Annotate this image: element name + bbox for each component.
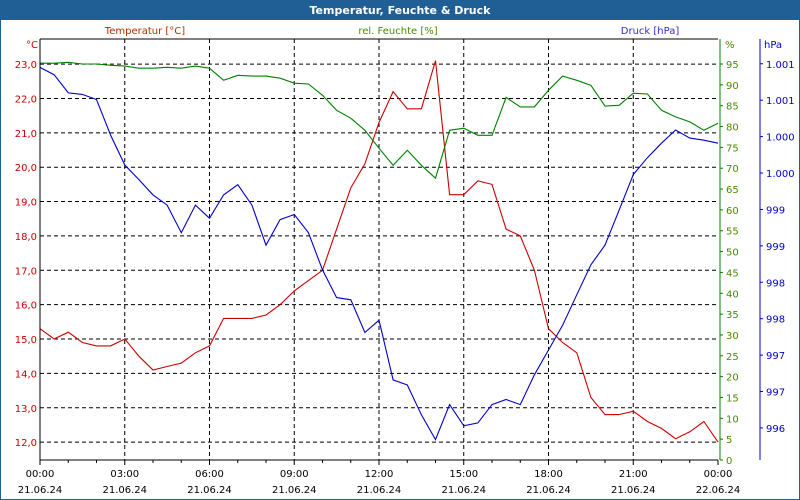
humidity-tick-label: 85 <box>726 102 739 113</box>
humidity-tick-label: 60 <box>726 206 739 217</box>
humidity-unit: % <box>725 40 735 51</box>
x-tick-time: 15:00 <box>449 469 478 480</box>
pressure-axis-title: Druck [hPa] <box>621 26 680 37</box>
pressure-tick-label: 996 <box>766 424 785 435</box>
window-title: Temperatur, Feuchte & Druck <box>1 1 799 20</box>
pressure-tick-label: 997 <box>766 351 785 362</box>
x-tick-time: 00:00 <box>704 469 733 480</box>
humidity-tick-label: 35 <box>726 310 739 321</box>
pressure-tick-label: 998 <box>766 278 785 289</box>
pressure-tick-label: 1.000 <box>766 133 795 144</box>
pressure-tick-label: 999 <box>766 242 785 253</box>
humidity-tick-label: 0 <box>726 456 732 467</box>
temperature-axis-title: Temperatur [°C] <box>104 26 185 37</box>
x-tick-date: 21.06.24 <box>187 485 232 496</box>
x-tick-date: 21.06.24 <box>441 485 486 496</box>
temperature-tick-label: 15,0 <box>15 335 37 346</box>
temperature-tick-label: 19,0 <box>15 198 37 209</box>
humidity-tick-label: 10 <box>726 414 739 425</box>
temperature-tick-label: 16,0 <box>15 301 37 312</box>
humidity-axis-title: rel. Feuchte [%] <box>358 26 437 37</box>
pressure-tick-label: 1.000 <box>766 169 795 180</box>
x-tick-date: 21.06.24 <box>357 485 402 496</box>
humidity-tick-label: 20 <box>726 373 739 384</box>
x-tick-time: 06:00 <box>195 469 224 480</box>
x-tick-time: 12:00 <box>365 469 394 480</box>
x-tick-date: 21.06.24 <box>526 485 571 496</box>
pressure-tick-label: 1.001 <box>766 60 795 71</box>
temperature-tick-label: 18,0 <box>15 232 37 243</box>
x-tick-date: 22.06.24 <box>696 485 741 496</box>
humidity-tick-label: 40 <box>726 289 739 300</box>
temperature-tick-label: 13,0 <box>15 404 37 415</box>
humidity-tick-label: 45 <box>726 268 739 279</box>
temperature-tick-label: 14,0 <box>15 369 37 380</box>
pressure-series-line <box>39 66 719 441</box>
temperature-tick-label: 17,0 <box>15 266 37 277</box>
x-tick-date: 21.06.24 <box>272 485 317 496</box>
humidity-tick-label: 90 <box>726 81 739 92</box>
pressure-tick-label: 998 <box>766 315 785 326</box>
temperature-tick-label: 21,0 <box>15 129 37 140</box>
temperature-tick-label: 20,0 <box>15 163 37 174</box>
x-tick-time: 18:00 <box>534 469 563 480</box>
temperature-tick-label: 22,0 <box>15 94 37 105</box>
temperature-tick-label: 23,0 <box>15 60 37 71</box>
humidity-tick-label: 95 <box>726 60 739 71</box>
x-tick-time: 09:00 <box>280 469 309 480</box>
humidity-tick-label: 65 <box>726 185 739 196</box>
temperature-unit: °C <box>26 40 38 51</box>
x-tick-date: 21.06.24 <box>102 485 147 496</box>
humidity-tick-label: 75 <box>726 143 739 154</box>
pressure-tick-label: 999 <box>766 205 785 216</box>
humidity-tick-label: 50 <box>726 248 739 259</box>
x-tick-time: 03:00 <box>110 469 139 480</box>
humidity-tick-label: 5 <box>726 435 732 446</box>
humidity-tick-label: 80 <box>726 123 739 134</box>
pressure-unit: hPa <box>764 40 782 51</box>
humidity-tick-label: 70 <box>726 164 739 175</box>
x-tick-time: 00:00 <box>26 469 55 480</box>
pressure-tick-label: 1.001 <box>766 96 795 107</box>
humidity-tick-label: 55 <box>726 227 739 238</box>
pressure-tick-label: 997 <box>766 388 785 399</box>
x-tick-date: 21.06.24 <box>18 485 63 496</box>
humidity-tick-label: 30 <box>726 331 739 342</box>
humidity-series-line <box>40 61 719 180</box>
temperature-series-line <box>39 60 719 443</box>
humidity-tick-label: 25 <box>726 352 739 363</box>
temperature-tick-label: 12,0 <box>15 438 37 449</box>
x-tick-date: 21.06.24 <box>611 485 656 496</box>
x-tick-time: 21:00 <box>619 469 648 480</box>
humidity-tick-label: 15 <box>726 393 739 404</box>
